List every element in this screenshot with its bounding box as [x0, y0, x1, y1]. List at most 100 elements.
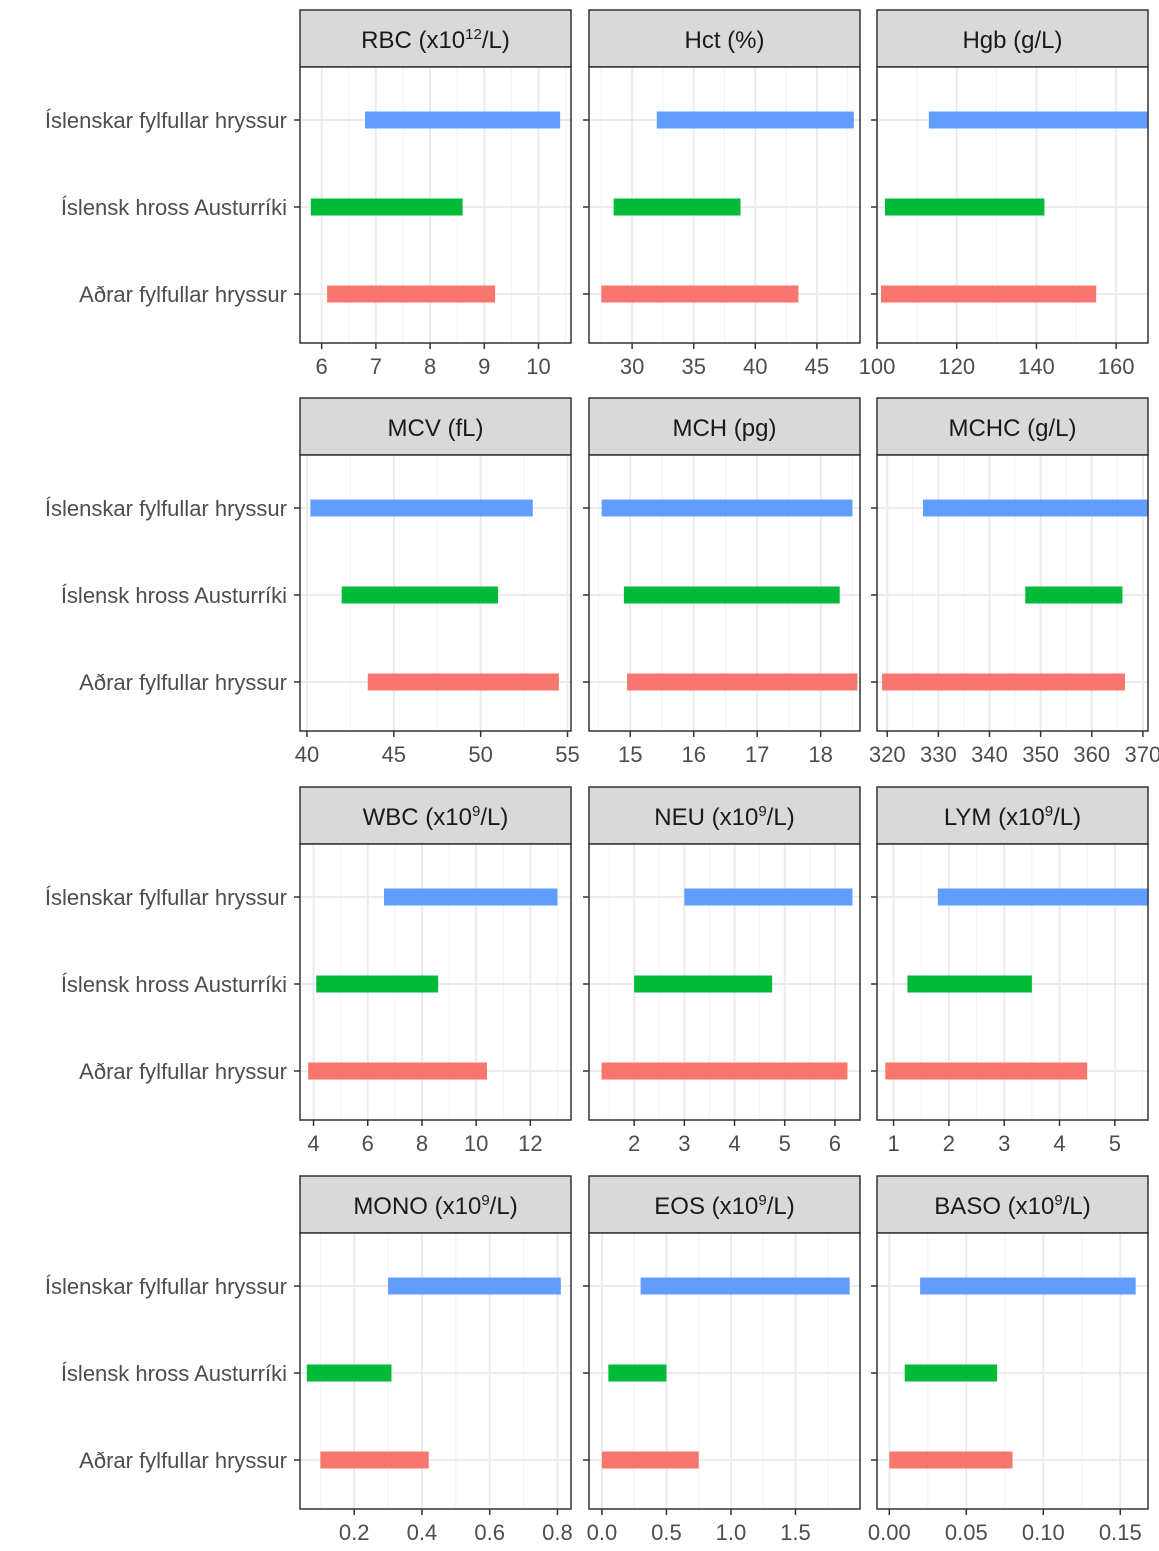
range-bar-austurriki	[1025, 586, 1123, 604]
range-bar-islenskar	[920, 1277, 1136, 1295]
panel-border	[876, 843, 1149, 1121]
x-tick-label: 10	[464, 1131, 488, 1156]
x-tick-label: 9	[478, 354, 490, 379]
facet-panel-1: Hct (%) 30 35 40 45	[583, 9, 861, 379]
bars	[601, 111, 854, 303]
x-tick-label: 16	[681, 742, 705, 767]
panel-border	[876, 66, 1149, 344]
x-tick-label: 6	[829, 1131, 841, 1156]
facet-panel-6: WBC (x109/L) 4 6 8 10 12 Íslenskar fylfullar h…	[45, 786, 572, 1156]
facet-title: NEU (x109/L)	[654, 803, 794, 831]
facet-title-main: MCV (fL)	[388, 415, 484, 442]
facet-title-unit: /L)	[1063, 1193, 1091, 1220]
range-bar-adrar	[601, 285, 799, 303]
facet-title-sup: 9	[758, 1192, 766, 1209]
facet-panel-8: LYM (x109/L) 1 2 3 4 5	[871, 786, 1149, 1156]
x-tick-label: 18	[808, 742, 832, 767]
category-label-austurriki: Íslensk hross Austurríki	[61, 195, 287, 220]
x-tick-label: 15	[618, 742, 642, 767]
panel-border	[588, 843, 861, 1121]
range-bar-austurriki	[613, 198, 741, 216]
category-label-adrar: Aðrar fylfullar hryssur	[79, 282, 287, 307]
range-bar-adrar	[882, 673, 1125, 691]
x-tick-label: 45	[382, 742, 406, 767]
category-label-adrar: Aðrar fylfullar hryssur	[79, 670, 287, 695]
bars	[308, 888, 558, 1080]
x-tick-label: 2	[943, 1131, 955, 1156]
facet-title: MCHC (g/L)	[948, 415, 1076, 442]
bars	[601, 499, 858, 691]
range-bar-islenskar	[384, 888, 558, 906]
facet-title-unit: /L)	[767, 804, 795, 831]
x-tick-label: 30	[620, 354, 644, 379]
x-tick-label: 5	[1109, 1131, 1121, 1156]
x-tick-label: 5	[779, 1131, 791, 1156]
panel-border	[588, 454, 861, 732]
x-tick-label: 4	[307, 1131, 319, 1156]
range-bar-adrar	[627, 673, 858, 691]
x-tick-label: 0.10	[1022, 1520, 1065, 1545]
facet-title-sup: 9	[1054, 1192, 1062, 1209]
facet-panel-3: MCV (fL) 40 45 50 55 Íslenskar fylfullar hrys…	[45, 397, 580, 767]
facet-title-sup: 9	[1045, 803, 1053, 820]
range-bar-islenskar	[937, 888, 1148, 906]
panel-border	[299, 454, 572, 732]
range-bar-islenskar	[601, 499, 853, 517]
x-tick-label: 45	[805, 354, 829, 379]
category-label-islenskar: Íslenskar fylfullar hryssur	[45, 1274, 287, 1299]
x-tick-label: 6	[362, 1131, 374, 1156]
x-tick-label: 360	[1073, 742, 1110, 767]
x-tick-label: 0.4	[407, 1520, 438, 1545]
range-bar-austurriki	[310, 198, 463, 216]
range-bar-islenskar	[923, 499, 1148, 517]
range-bar-adrar	[327, 285, 496, 303]
x-tick-label: 3	[678, 1131, 690, 1156]
x-tick-label: 0.2	[339, 1520, 370, 1545]
x-tick-label: 320	[869, 742, 906, 767]
category-label-islenskar: Íslenskar fylfullar hryssur	[45, 496, 287, 521]
facet-panel-7: NEU (x109/L) 2 3 4 5 6	[583, 786, 861, 1156]
facet-title-main: LYM (x10	[944, 804, 1045, 831]
bars	[306, 1277, 561, 1469]
bars	[310, 499, 559, 691]
range-bar-austurriki	[907, 975, 1032, 993]
bars	[885, 888, 1148, 1080]
facet-title: WBC (x109/L)	[363, 803, 509, 831]
x-tick-label: 1.5	[780, 1520, 811, 1545]
facet-title-main: WBC (x10	[363, 804, 472, 831]
bars	[882, 499, 1148, 691]
panel-border	[299, 66, 572, 344]
facet-strip	[588, 397, 861, 456]
range-bar-austurriki	[341, 586, 499, 604]
facet-strip	[876, 9, 1149, 68]
x-tick-label: 4	[1053, 1131, 1065, 1156]
facet-strip	[299, 1175, 572, 1234]
x-tick-label: 50	[468, 742, 492, 767]
facet-panel-4: MCH (pg) 15 16 17 18	[583, 397, 861, 767]
panel-border	[876, 454, 1149, 732]
facet-strip	[876, 397, 1149, 456]
range-bar-austurriki	[623, 586, 840, 604]
facet-title-sup: 9	[758, 803, 766, 820]
x-tick-label: 350	[1022, 742, 1059, 767]
facet-title-unit: /L)	[482, 27, 510, 54]
x-tick-label: 0.8	[542, 1520, 573, 1545]
range-bar-islenskar	[365, 111, 561, 129]
range-bar-islenskar	[640, 1277, 850, 1295]
x-tick-label: 55	[555, 742, 579, 767]
facet-title: LYM (x109/L)	[944, 803, 1081, 831]
facet-title-main: BASO (x10	[934, 1193, 1054, 1220]
panel-border	[588, 66, 861, 344]
facet-title-main: EOS (x10	[654, 1193, 758, 1220]
x-tick-label: 12	[518, 1131, 542, 1156]
facet-panel-9: MONO (x109/L) 0.2 0.4 0.6 0.8 Íslenskar fylfu…	[45, 1175, 573, 1545]
x-tick-label: 2	[628, 1131, 640, 1156]
range-bar-islenskar	[310, 499, 533, 517]
facet-panel-2: Hgb (g/L) 100 120 140 160	[859, 9, 1149, 379]
range-bar-adrar	[601, 1062, 848, 1080]
facet-strip	[299, 397, 572, 456]
facet-strip	[876, 786, 1149, 845]
range-bar-islenskar	[928, 111, 1148, 129]
facet-title-unit: /L)	[490, 1193, 518, 1220]
range-bar-islenskar	[656, 111, 854, 129]
